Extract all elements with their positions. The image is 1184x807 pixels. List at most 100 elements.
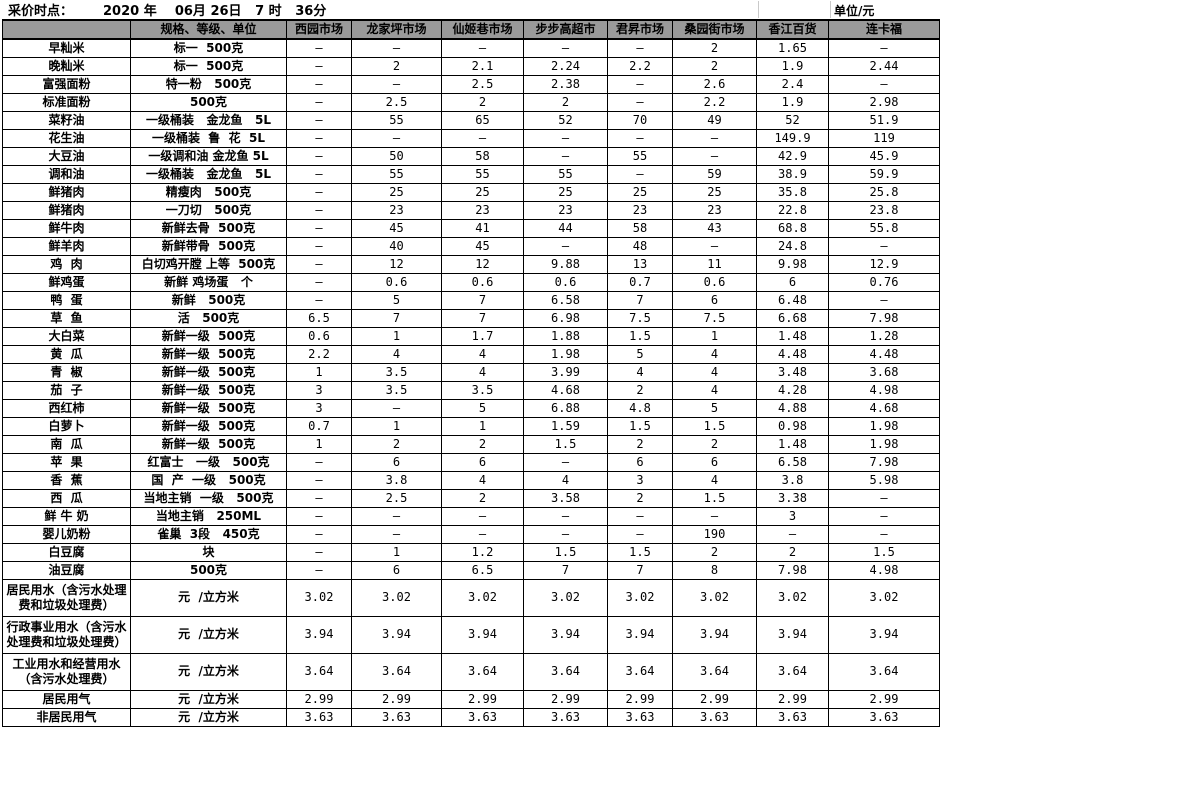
price-cell: 50	[351, 146, 442, 166]
item-name-cell: 行政事业用水（含污水处理费和垃圾处理费）	[2, 615, 131, 654]
price-cell: 3.94	[828, 615, 940, 654]
spec-cell: 新鲜一级 500克	[130, 362, 287, 382]
table-row: 青 椒新鲜一级 500克 1 3.5 4 3.99 4 4 3.48 3.68	[2, 362, 940, 382]
price-cell: 23	[351, 200, 442, 220]
price-cell: 4.8	[607, 398, 673, 418]
item-name-cell: 南 瓜	[2, 434, 131, 454]
price-cell: 3	[756, 506, 829, 526]
table-row: 茄 子新鲜一级 500克 3 3.5 3.5 4.68 2 4 4.28 4.98	[2, 380, 940, 400]
price-cell: 25	[672, 182, 757, 202]
price-cell: 0.7	[286, 416, 352, 436]
price-cell: 2.99	[607, 689, 673, 709]
price-cell: –	[286, 272, 352, 292]
price-cell: –	[351, 38, 442, 58]
price-cell: 3	[286, 380, 352, 400]
price-cell: 2	[607, 488, 673, 508]
item-name-cell: 白萝卜	[2, 416, 131, 436]
price-cell: –	[351, 74, 442, 94]
price-cell: 2.24	[523, 56, 608, 76]
price-cell: 42.9	[756, 146, 829, 166]
price-cell: –	[351, 128, 442, 148]
price-cell: 6.98	[523, 308, 608, 328]
price-cell: 3.64	[523, 652, 608, 691]
price-cell: 2.2	[286, 344, 352, 364]
price-cell: 3.64	[607, 652, 673, 691]
price-cell: 2.99	[441, 689, 524, 709]
table-row: 菜籽油 一级桶装 金龙鱼 5L –55 65 52 70 49 52 51.9	[2, 110, 940, 130]
price-cell: 6	[756, 272, 829, 292]
price-cell: 1	[351, 416, 442, 436]
price-cell: 55	[441, 164, 524, 184]
item-name-cell: 黄 瓜	[2, 344, 131, 364]
price-cell: 2	[351, 56, 442, 76]
price-cell: 2	[607, 434, 673, 454]
price-cell: 1.5	[523, 434, 608, 454]
price-cell: 0.6	[672, 272, 757, 292]
table-row: 鲜 牛 奶当地主销 250ML – – – – – –3–	[2, 506, 940, 526]
price-cell: 52	[756, 110, 829, 130]
price-cell: –	[286, 74, 352, 94]
price-cell: 6.5	[441, 560, 524, 580]
table-row: 居民用水（含污水处理费和垃圾处理费）元 /立方米 3.02 3.02 3.02 3.02…	[2, 578, 940, 617]
price-cell: –	[286, 290, 352, 310]
price-cell: 4	[523, 470, 608, 490]
price-cell: –	[286, 128, 352, 148]
price-cell: 1.5	[828, 542, 940, 562]
table-row: 鲜羊肉 新鲜带骨 500克 –40 45–48–24.8–	[2, 236, 940, 256]
price-cell: 1.5	[607, 542, 673, 562]
item-name-cell: 调和油	[2, 164, 131, 184]
price-cell: 35.8	[756, 182, 829, 202]
price-cell: –	[828, 506, 940, 526]
price-cell: 2.38	[523, 74, 608, 94]
item-name-cell: 鲜鸡蛋	[2, 272, 131, 292]
price-cell: –	[607, 164, 673, 184]
price-cell: 40	[351, 236, 442, 256]
price-cell: 9.88	[523, 254, 608, 274]
price-cell: 5	[672, 398, 757, 418]
price-cell: 7.98	[756, 560, 829, 580]
price-cell: 55	[523, 164, 608, 184]
price-cell: –	[286, 560, 352, 580]
item-name-cell: 香 蕉	[2, 470, 131, 490]
price-cell: –	[441, 38, 524, 58]
price-cell: 3.94	[441, 615, 524, 654]
price-cell: 1	[672, 326, 757, 346]
price-cell: 45	[351, 218, 442, 238]
price-cell: 4.68	[828, 398, 940, 418]
price-cell: 24.8	[756, 236, 829, 256]
column-header: 桑园街市场	[672, 19, 757, 40]
price-cell: 1	[441, 416, 524, 436]
price-cell: –	[286, 56, 352, 76]
table-row: 大白菜 新鲜一级 500克 0.6 1 1.7 1.88 1.5 1 1.48 1.28	[2, 326, 940, 346]
price-cell: 3.63	[756, 707, 829, 727]
price-cell: 1.5	[672, 488, 757, 508]
price-table: 规格、等级、单位 西园市场 龙家坪市场 仙姬巷市场 步步高超市 君昇市场 桑园街市场 香江百货…	[2, 19, 940, 727]
spec-cell: 精瘦肉 500克	[130, 182, 287, 202]
price-cell: –	[523, 506, 608, 526]
column-header: 连卡福	[828, 19, 940, 40]
price-cell: 68.8	[756, 218, 829, 238]
price-cell: 55	[351, 110, 442, 130]
price-cell: 1.98	[828, 434, 940, 454]
price-cell: –	[286, 506, 352, 526]
price-cell: –	[286, 182, 352, 202]
item-name-cell: 西红柿	[2, 398, 131, 418]
spec-cell: 红富士 一级 500克	[130, 452, 287, 472]
price-cell: 6	[672, 290, 757, 310]
price-cell: 4	[672, 380, 757, 400]
price-cell: 9.98	[756, 254, 829, 274]
price-cell: 4.98	[828, 560, 940, 580]
item-name-cell: 富强面粉	[2, 74, 131, 94]
price-cell: 3.63	[672, 707, 757, 727]
price-cell: –	[351, 506, 442, 526]
price-cell: 2.5	[351, 92, 442, 112]
survey-time-label: 采价时点：	[8, 4, 74, 19]
price-cell: 4	[441, 344, 524, 364]
price-cell: 1.28	[828, 326, 940, 346]
item-name-cell: 西 瓜	[2, 488, 131, 508]
price-cell: 2.5	[351, 488, 442, 508]
item-name-cell: 白豆腐	[2, 542, 131, 562]
price-cell: 3.8	[351, 470, 442, 490]
price-cell: 7	[351, 308, 442, 328]
